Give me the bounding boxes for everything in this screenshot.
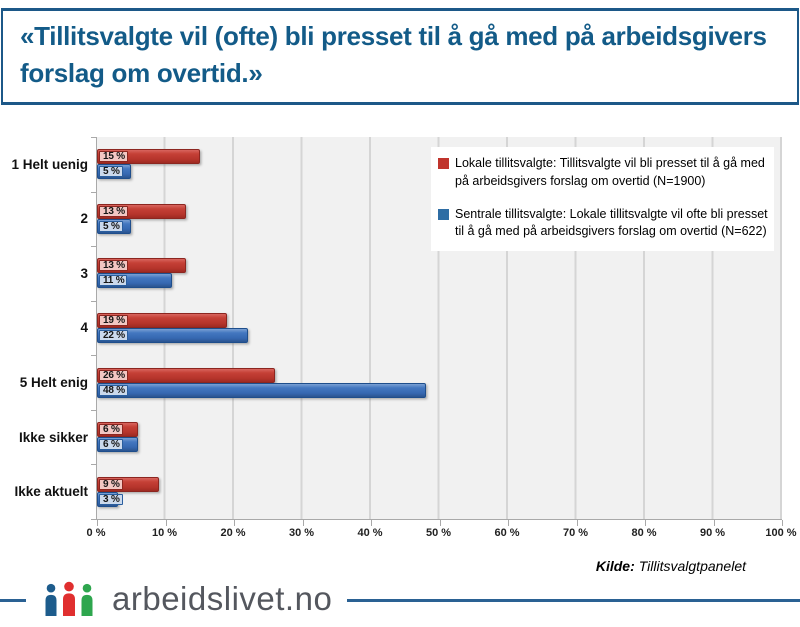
y-axis-tick [91,519,97,520]
x-axis-tick [439,520,441,526]
category-label: 2 [80,211,88,227]
x-axis-tick [508,520,509,526]
bar-lokale: 26 % [97,367,276,383]
x-axis-label: 60 % [494,527,520,539]
logo: arbeidslivet.no [26,574,348,624]
y-axis-tick [91,300,97,302]
legend-item-sentrale: Sentrale tillitsvalgte: Lokale tillitsva… [438,206,768,242]
bar-lokale: 13 % [97,203,187,219]
data-label: 9 % [99,478,123,490]
x-axis-tick [645,520,646,526]
x-axis-label: 30 % [288,527,315,539]
bar-sentrale: 6 % [97,437,139,453]
bar-sentrale: 5 % [97,218,132,234]
x-axis-tick [302,520,304,526]
people-icon [45,581,93,616]
chart-row: 19 % 22 % [97,301,782,356]
legend-label: Sentrale tillitsvalgte: Lokale tillitsva… [455,206,768,239]
x-axis-tick [713,520,715,526]
source-text: Tillitsvalgtpanelet [638,558,746,574]
x-axis-label: 100 % [765,527,797,539]
value-axis-labels: 0 % 10 % 20 % 30 % 40 % 50 % 60 % 70 % 80 % 90 % 1… [87,527,797,543]
legend: Lokale tillitsvalgte: Tillitsvalgte vil … [431,147,774,251]
page-title: «Tillitsvalgte vil (ofte) bli presset ti… [20,21,767,88]
data-label: 5 % [99,166,123,178]
y-axis-tick [91,191,97,193]
legend-swatch-blue [438,208,449,220]
data-label: 48 % [99,384,128,396]
bar-lokale: 6 % [97,422,139,438]
x-axis-tick [371,520,372,526]
bar-sentrale: 5 % [97,164,132,180]
chart-row: 9 % 3 % [97,464,782,519]
x-axis-tick [576,520,578,526]
x-axis-tick [782,520,783,526]
chart-row: 13 % 11 % [97,246,782,301]
category-label: 5 Helt enig [19,375,88,391]
x-axis-label: 0 % [86,527,106,539]
footer-divider [0,599,800,602]
chart-row: 6 % 6 % [97,410,782,465]
source-label: Kilde: [595,558,635,574]
bar-lokale: 15 % [97,149,200,165]
chart-row: 15 % 5 % [97,137,782,192]
x-axis-label: 90 % [699,527,726,539]
data-label: 19 % [99,314,128,326]
data-label: 6 % [99,439,123,451]
category-label: 3 [80,265,88,281]
x-axis-label: 10 % [151,527,178,539]
y-axis-tick [91,409,97,411]
legend-item-lokale: Lokale tillitsvalgte: Tillitsvalgte vil … [438,155,768,191]
data-label: 6 % [99,424,123,436]
data-label: 13 % [99,205,128,217]
source-note: Kilde: Tillitsvalgtpanelet [596,558,746,574]
x-axis-label: 70 % [562,527,589,539]
category-axis-labels: 1 Helt uenig 2 3 4 5 Helt enig Ikke sikker Ikk… [0,137,88,519]
data-label: 13 % [99,260,128,272]
chart-row: 13 % 5 % [97,192,782,247]
x-axis-label: 40 % [357,527,383,539]
x-axis-tick [97,520,98,526]
category-label: 4 [80,320,88,336]
legend-label: Lokale tillitsvalgte: Tillitsvalgte vil … [455,156,765,188]
bar-lokale: 9 % [97,476,159,492]
data-label: 26 % [99,369,128,381]
logo-text: arbeidslivet.no [112,580,333,617]
bar-lokale: 13 % [97,258,187,274]
bar-lokale: 19 % [97,312,228,328]
data-label: 5 % [99,220,123,232]
data-label: 11 % [99,275,128,287]
data-label: 15 % [99,151,128,163]
category-label: Ikke aktuelt [14,484,88,500]
bar-sentrale: 11 % [97,273,173,289]
x-axis-label: 80 % [631,527,657,539]
category-label: 1 Helt uenig [11,156,88,172]
x-axis-label: 20 % [220,527,246,539]
legend-swatch-red [438,158,449,169]
y-axis-tick [91,355,97,357]
bar-sentrale: 3 % [97,491,123,507]
data-label: 3 % [99,493,123,505]
category-label: Ikke sikker [18,429,88,445]
y-axis-tick [91,246,97,248]
data-label: 22 % [99,329,128,341]
x-axis-tick [234,520,235,526]
bar-sentrale: 22 % [97,327,248,343]
header: «Tillitsvalgte vil (ofte) bli presset ti… [1,8,799,105]
x-axis-tick [165,520,167,526]
chart-row: 26 % 48 % [97,355,782,410]
y-axis-tick [91,137,97,138]
bar-sentrale: 48 % [97,382,426,398]
x-axis-label: 50 % [425,527,452,539]
y-axis-tick [91,464,97,466]
